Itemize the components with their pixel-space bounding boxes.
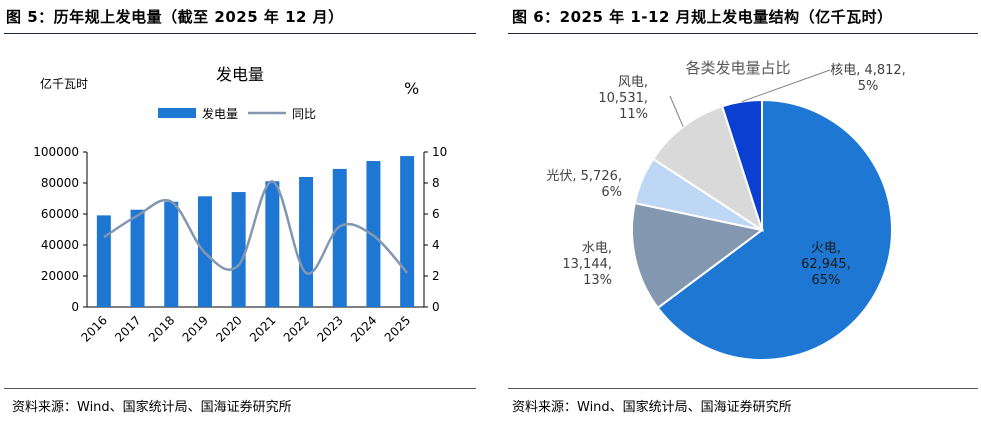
pie-label-0: 火电, 62,945, 65%	[801, 241, 851, 288]
pie-leader-line-3	[669, 95, 684, 127]
figure5-bottom-rule	[4, 388, 476, 389]
left-y-tick-label: 100000	[33, 145, 79, 159]
left-y-tick-label: 80000	[41, 176, 79, 190]
right-y-tick-label: 10	[432, 145, 447, 159]
pie-slice-4	[720, 98, 763, 231]
bar-2017	[130, 209, 145, 307]
legend-bar-swatch	[158, 108, 196, 118]
left-y-tick-label: 40000	[41, 238, 79, 252]
bar-2023	[332, 168, 347, 307]
left-y-tick-label: 0	[71, 300, 79, 314]
bar-chart-title: 发电量	[216, 65, 264, 84]
left-y-tick-label: 60000	[41, 207, 79, 221]
right-axis-unit-label: %	[404, 79, 419, 98]
bar-chart-legend: 发电量 同比	[158, 106, 316, 121]
left-y-tick-label: 20000	[41, 269, 79, 283]
bar-2018	[164, 201, 179, 307]
figure5-source: 资料来源：Wind、国家统计局、国海证券研究所	[12, 400, 292, 415]
pie-chart-title: 各类发电量占比	[685, 59, 790, 77]
figure6-top-rule	[508, 33, 978, 34]
right-y-tick-label: 2	[432, 269, 440, 283]
right-y-tick-label: 0	[432, 300, 440, 314]
right-y-tick-label: 6	[432, 207, 440, 221]
pie-leader-line-4	[741, 69, 831, 103]
yoy-growth-line	[103, 180, 409, 275]
bar-2024	[366, 161, 381, 307]
figure6-source: 资料来源：Wind、国家统计局、国海证券研究所	[512, 400, 792, 415]
figure6-bottom-rule	[508, 388, 978, 389]
bar-2021	[265, 181, 280, 307]
pie-label-1: 水电, 13,144, 13%	[562, 241, 612, 288]
bar-2016	[96, 215, 111, 307]
left-axis-unit-label: 亿千瓦时	[40, 76, 88, 91]
pie-label-2: 光伏, 5,726, 6%	[546, 169, 622, 200]
legend-line-label: 同比	[292, 107, 316, 121]
bar-2020	[231, 192, 246, 307]
right-y-tick-label: 4	[432, 238, 440, 252]
right-y-tick-label: 8	[432, 176, 440, 190]
pie-slice-0	[656, 98, 893, 361]
figure5-top-rule	[4, 33, 476, 34]
pie-label-4: 核电, 4,812, 5%	[830, 63, 906, 94]
figure6-title: 图 6：2025 年 1-12 月规上发电量结构（亿千瓦时）	[512, 8, 893, 26]
pie-slice-3	[651, 104, 764, 233]
pie-slice-1	[631, 201, 765, 310]
legend-bar-label: 发电量	[202, 106, 238, 121]
pie-label-3: 风电, 10,531, 11%	[598, 75, 648, 122]
figure5-title: 图 5：历年规上发电量（截至 2025 年 12 月）	[6, 8, 344, 26]
